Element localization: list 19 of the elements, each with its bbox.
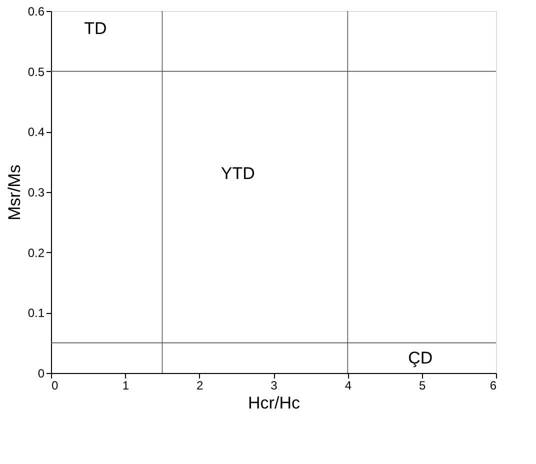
annotation: TD	[84, 19, 107, 38]
x-tick-label: 4	[344, 378, 352, 392]
x-tick-label: 6	[490, 378, 497, 392]
x-tick-label: 5	[418, 378, 426, 392]
x-tick-label: 1	[122, 378, 130, 392]
annotation: YTD	[220, 164, 255, 183]
y-tick-label: 0.5	[28, 64, 45, 79]
x-tick-label: 3	[270, 378, 278, 392]
y-tick-label: 0	[38, 366, 45, 380]
y-tick-label: 0.1	[28, 306, 45, 320]
y-axis-title: Msr/Ms	[4, 164, 24, 220]
x-tick-label: 2	[196, 378, 204, 392]
y-tick-label: 0.3	[28, 186, 45, 200]
x-axis-title: Hcr/Hc	[248, 394, 300, 412]
x-tick-label: 0	[52, 378, 58, 392]
y-tick-label: 0.6	[28, 4, 45, 18]
y-tick-label: 0.4	[28, 125, 45, 140]
y-tick-label: 0.2	[28, 246, 45, 260]
annotation: ÇD	[408, 348, 433, 368]
